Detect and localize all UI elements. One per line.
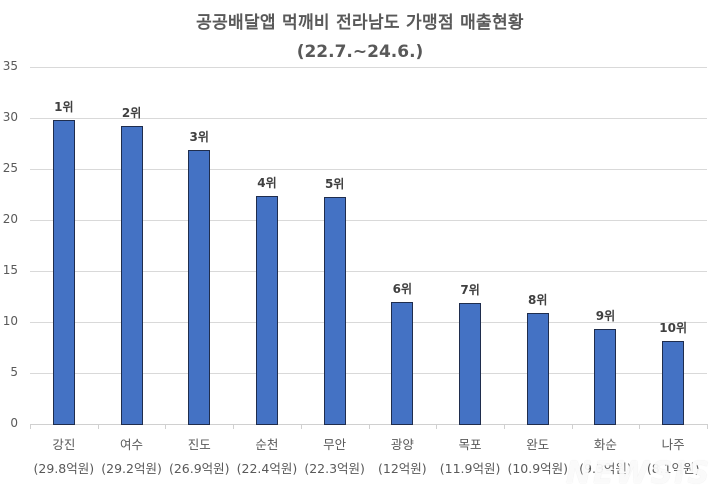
- x-category-label: 순천 (22.4억원): [233, 434, 301, 477]
- gridline: [30, 322, 707, 323]
- x-category-label: 광양 (12억원): [368, 434, 436, 477]
- bar-광양: [391, 301, 414, 425]
- x-tick-mark: [165, 424, 166, 429]
- x-category-label: 진도 (26.9억원): [165, 434, 233, 477]
- x-axis-line: [30, 424, 707, 425]
- x-tick-mark: [301, 424, 302, 429]
- newsis-watermark: NEWSIS: [566, 456, 712, 491]
- gridline: [30, 271, 707, 272]
- bar-여수: [120, 126, 143, 425]
- x-tick-mark: [369, 424, 370, 429]
- rank-label: 2위: [121, 106, 142, 121]
- sales-amount: (29.2억원): [101, 461, 162, 476]
- y-tick-label: 0: [10, 416, 18, 430]
- y-tick-label: 10: [2, 314, 18, 328]
- gridline: [30, 67, 707, 68]
- gridline: [30, 220, 707, 221]
- region-name: 순천: [255, 437, 279, 452]
- rank-label: 4위: [257, 175, 277, 190]
- region-name: 광양: [390, 437, 414, 452]
- sales-amount: (11.9억원): [439, 461, 501, 476]
- y-tick-label: 30: [2, 110, 18, 124]
- x-tick-mark: [30, 424, 31, 429]
- rank-label: 10위: [659, 321, 688, 336]
- x-tick-mark: [572, 424, 573, 429]
- region-name: 여수: [120, 437, 144, 452]
- sales-amount: (22.3억원): [304, 461, 365, 476]
- chart-subtitle: (22.7.~24.6.): [296, 42, 424, 62]
- region-name: 무안: [323, 437, 347, 452]
- y-tick-label: 35: [2, 59, 18, 73]
- region-name: 나주: [661, 437, 685, 452]
- x-category-label: 목포 (11.9억원): [436, 434, 504, 477]
- x-tick-mark: [707, 424, 708, 429]
- bar-나주: [662, 341, 685, 425]
- rank-label: 5위: [324, 176, 345, 191]
- sales-amount: (9.3억원): [579, 461, 632, 476]
- y-tick-label: 20: [2, 212, 18, 226]
- region-name: 강진: [52, 437, 76, 452]
- rank-label: 6위: [392, 281, 413, 296]
- region-name: 화순: [593, 437, 617, 452]
- bar-무안: [323, 196, 346, 425]
- x-category-label: 화순 (9.3억원): [571, 434, 639, 477]
- rank-label: 3위: [189, 129, 209, 144]
- x-category-label: 무안 (22.3억원): [301, 434, 369, 477]
- y-tick-label: 25: [2, 161, 18, 175]
- x-category-label: 여수 (29.2억원): [98, 434, 166, 477]
- plot-area: 1위 2위 3위 4위 5위 6위 7위 8위 9위 10위: [30, 67, 708, 429]
- x-tick-mark: [639, 424, 640, 429]
- sales-amount: (12억원): [378, 461, 427, 476]
- sales-amount: (8.1억원): [646, 461, 700, 476]
- x-tick-mark: [233, 424, 234, 429]
- sales-amount: (22.4억원): [236, 461, 298, 476]
- rank-label: 9위: [595, 309, 616, 324]
- y-tick-label: 5: [10, 365, 18, 379]
- bar-완도: [526, 312, 549, 425]
- sales-amount: (10.9억원): [507, 461, 569, 476]
- sales-amount: (26.9억원): [168, 461, 230, 476]
- x-category-label: 나주 (8.1억원): [639, 434, 707, 477]
- gridline: [30, 118, 707, 119]
- x-tick-mark: [98, 424, 99, 429]
- chart-title: 공공배달앱 먹깨비 전라남도 가맹점 매출현황: [196, 13, 524, 33]
- bar-화순: [594, 329, 617, 425]
- y-tick-label: 15: [2, 263, 18, 277]
- rank-label: 7위: [460, 282, 480, 297]
- x-category-label: 강진 (29.8억원): [30, 434, 98, 477]
- bar-강진: [52, 120, 75, 425]
- sales-amount: (29.8억원): [33, 461, 95, 476]
- gridline: [30, 169, 707, 170]
- bar-진도: [188, 149, 211, 425]
- region-name: 완도: [526, 437, 550, 452]
- gridline: [30, 373, 707, 374]
- rank-label: 8위: [528, 292, 548, 307]
- x-tick-mark: [436, 424, 437, 429]
- region-name: 목포: [458, 437, 482, 452]
- rank-label: 1위: [54, 100, 74, 115]
- bar-순천: [255, 195, 278, 425]
- x-tick-mark: [504, 424, 505, 429]
- bar-목포: [459, 302, 482, 425]
- x-category-label: 완도 (10.9억원): [504, 434, 572, 477]
- region-name: 진도: [187, 437, 211, 452]
